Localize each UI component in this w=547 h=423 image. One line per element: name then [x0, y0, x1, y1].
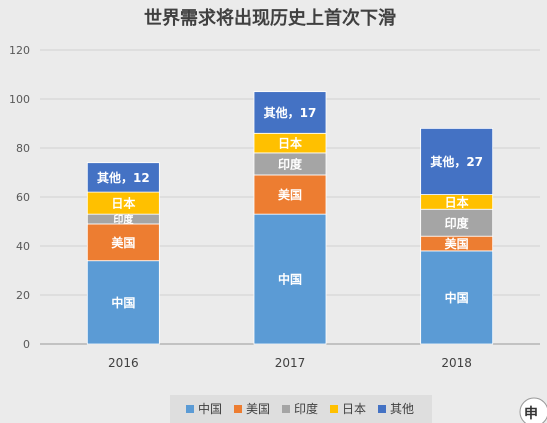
legend-item: 美国 [234, 402, 270, 416]
y-tick-label: 80 [16, 142, 30, 155]
bar-data-label: 其他，27 [430, 154, 483, 169]
bar-segment [86, 162, 160, 193]
y-tick-label: 20 [16, 289, 30, 302]
y-axis-ticks: 0 20 40 60 80 100 120 [9, 44, 30, 351]
bar-segment [420, 250, 494, 345]
legend-item: 日本 [330, 402, 366, 416]
bar-segment [253, 174, 327, 215]
legend-swatch [282, 405, 290, 413]
bar-data-label: 美国 [278, 187, 302, 202]
legend-item: 中国 [186, 401, 222, 416]
y-tick-label: 60 [16, 191, 30, 204]
bar-data-label: 美国 [111, 235, 135, 250]
bar-data-label: 中国 [278, 272, 302, 287]
bar-segment [86, 223, 160, 262]
chart-title: 世界需求将出现历史上首次下滑 [144, 7, 396, 29]
bar-data-label: 其他，12 [97, 170, 150, 185]
bar-data-label: 日本 [278, 136, 302, 151]
bar-data-label: 其他，17 [264, 105, 317, 120]
y-tick-label: 40 [16, 240, 30, 253]
watermark: 申 [519, 397, 547, 423]
bar-segment [86, 260, 160, 345]
x-tick-label: 2018 [441, 356, 472, 370]
legend-label: 日本 [342, 402, 366, 416]
bar-stack-2018: 中国 美国 印度 日本 其他，27 [420, 127, 494, 345]
bar-data-label: 印度 [113, 213, 134, 226]
legend-background [170, 395, 432, 423]
bar-data-label: 印度 [278, 156, 303, 171]
legend-label: 印度 [294, 401, 318, 416]
bar-data-label: 中国 [445, 290, 469, 305]
legend-label: 中国 [198, 401, 222, 416]
bar-data-label: 日本 [445, 194, 469, 209]
bar-data-label: 印度 [445, 215, 470, 230]
y-tick-label: 120 [9, 44, 30, 57]
legend-swatch [378, 405, 386, 413]
legend-label: 美国 [246, 402, 270, 416]
watermark-badge [519, 397, 547, 423]
bar-segment [420, 208, 494, 237]
bar-stack-2017: 中国 美国 印度 日本 其他，17 [253, 91, 327, 345]
bar-data-label: 美国 [445, 236, 469, 251]
bar-data-label: 中国 [111, 295, 135, 310]
bar-data-label: 日本 [111, 196, 135, 211]
watermark-text: 申 [524, 405, 538, 422]
y-tick-label: 0 [23, 338, 30, 351]
legend-swatch [234, 405, 242, 413]
bar-segment [253, 213, 327, 345]
bar-segment [420, 127, 494, 195]
legend-item: 其他 [378, 402, 414, 416]
legend-swatch [330, 405, 338, 413]
x-axis-ticks: 2016 2017 2018 [108, 356, 472, 370]
legend: 中国 美国 印度 日本 其他 [170, 395, 432, 423]
legend-item: 印度 [282, 401, 318, 416]
x-tick-label: 2017 [275, 356, 306, 370]
bar-segment [253, 91, 327, 134]
legend-label: 其他 [390, 402, 414, 416]
y-tick-label: 100 [9, 93, 30, 106]
legend-swatch [186, 405, 194, 413]
bar-stack-2016: 中国 美国 印度 日本 其他，12 [86, 162, 160, 345]
x-tick-label: 2016 [108, 356, 139, 370]
